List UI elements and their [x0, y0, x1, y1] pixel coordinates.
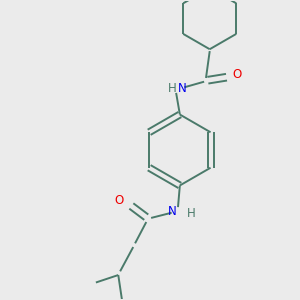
Text: O: O [115, 194, 124, 207]
Text: N: N [167, 205, 176, 218]
Text: H: H [167, 82, 176, 95]
Text: O: O [232, 68, 242, 81]
Text: H: H [187, 207, 196, 220]
Text: N: N [178, 82, 187, 95]
